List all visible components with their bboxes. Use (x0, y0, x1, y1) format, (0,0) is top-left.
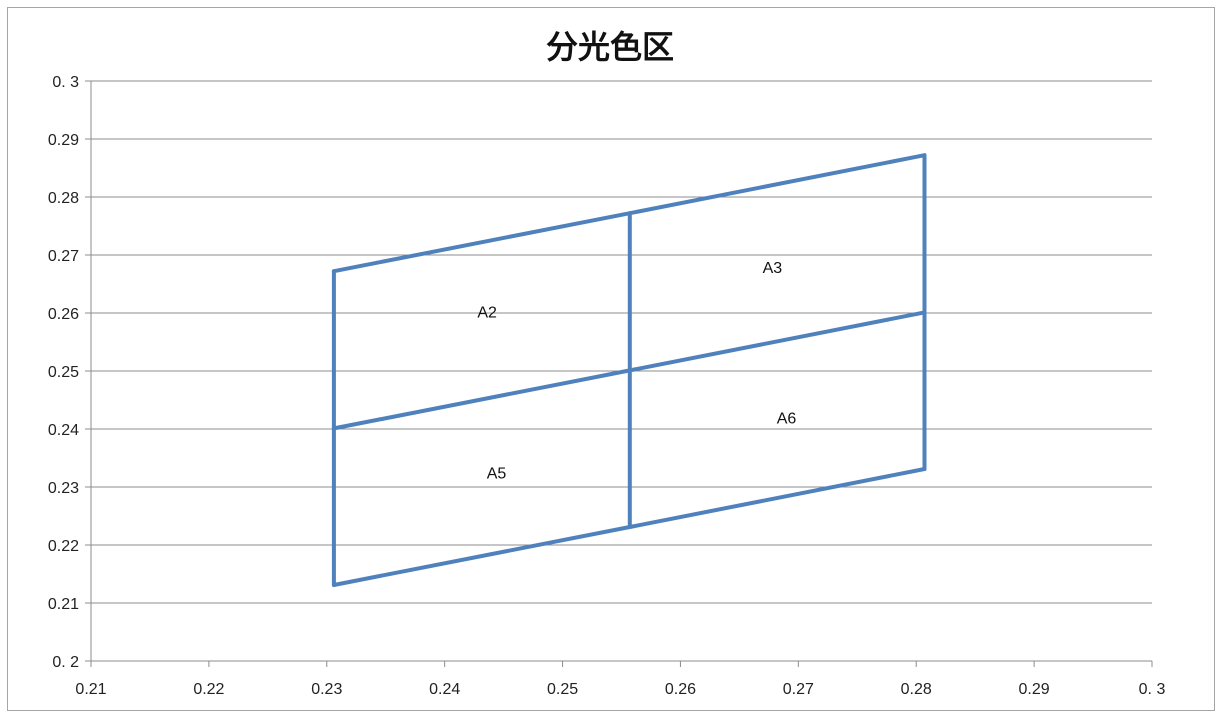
y-tick-label: 0.22 (48, 538, 79, 555)
x-tick-label: 0. 3 (1139, 681, 1166, 698)
region-label: A6 (777, 410, 797, 427)
x-tick-label: 0.21 (75, 681, 106, 698)
y-tick-label: 0. 2 (52, 654, 79, 671)
y-tick-label: 0.27 (48, 248, 79, 265)
y-tick-label: 0.26 (48, 306, 79, 323)
y-tick-label: 0.29 (48, 132, 79, 149)
chart-frame (7, 7, 1215, 711)
x-tick-label: 0.24 (429, 681, 460, 698)
x-tick-label: 0.26 (665, 681, 696, 698)
y-tick-label: 0.21 (48, 596, 79, 613)
y-tick-label: 0. 3 (52, 74, 79, 91)
x-tick-label: 0.22 (193, 681, 224, 698)
y-tick-label: 0.24 (48, 422, 79, 439)
region-label: A5 (487, 466, 507, 483)
x-tick-label: 0.23 (311, 681, 342, 698)
x-tick-label: 0.25 (547, 681, 578, 698)
x-tick-label: 0.27 (783, 681, 814, 698)
y-tick-label: 0.28 (48, 190, 79, 207)
region-label: A2 (477, 304, 497, 321)
x-tick-label: 0.29 (1019, 681, 1050, 698)
chart-title: 分光色区 (545, 28, 674, 66)
y-tick-label: 0.25 (48, 364, 79, 381)
y-tick-label: 0.23 (48, 480, 79, 497)
x-tick-label: 0.28 (901, 681, 932, 698)
region-label: A3 (763, 260, 783, 277)
